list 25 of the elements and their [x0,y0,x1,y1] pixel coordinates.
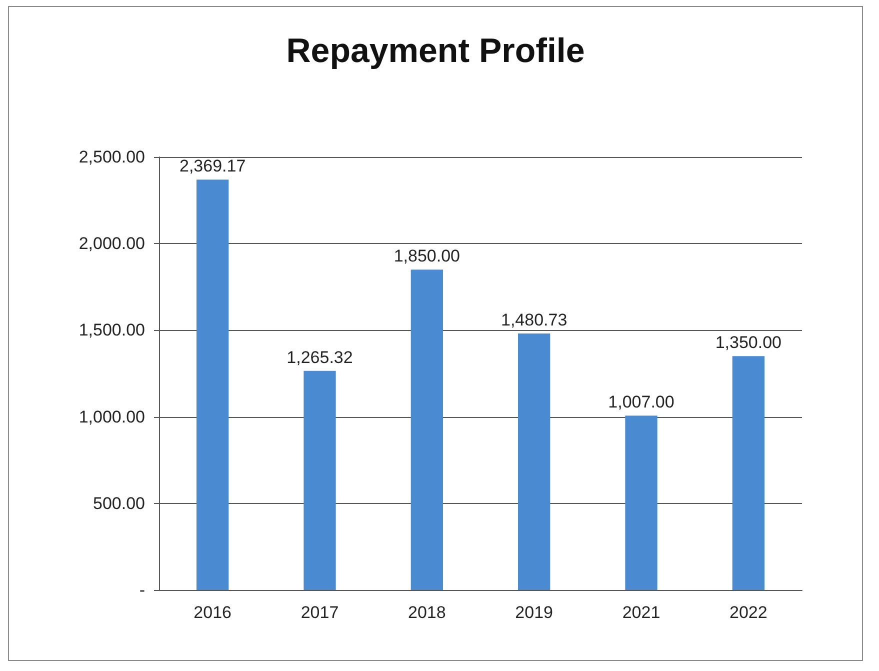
y-tick-label: - [139,580,145,600]
y-tick-label: 1,500.00 [78,320,145,340]
x-tick-label: 2021 [622,603,660,622]
bar [518,334,550,590]
x-tick-label: 2019 [515,603,553,622]
y-tick-label: 2,500.00 [78,148,145,166]
chart-title: Repayment Profile [286,32,585,70]
data-label: 2,369.17 [179,156,246,176]
y-tick-label: 500.00 [93,494,145,513]
y-tick-label: 2,000.00 [78,234,145,254]
data-label: 1,480.73 [500,310,568,330]
x-tick-label: 2017 [300,603,339,622]
bar [196,180,229,590]
x-tick-label: 2016 [194,603,232,622]
x-tick-label: 2022 [730,603,768,622]
data-label: 1,350.00 [715,333,782,352]
bar [410,270,443,590]
bar [304,370,336,590]
bar [625,416,658,590]
data-label: 1,007.00 [608,392,674,412]
data-label: 1,850.00 [394,246,460,266]
data-label: 1,265.32 [286,348,353,367]
bar [732,356,764,590]
y-tick-label: 1,000.00 [78,407,145,426]
x-tick-label: 2018 [408,603,446,622]
